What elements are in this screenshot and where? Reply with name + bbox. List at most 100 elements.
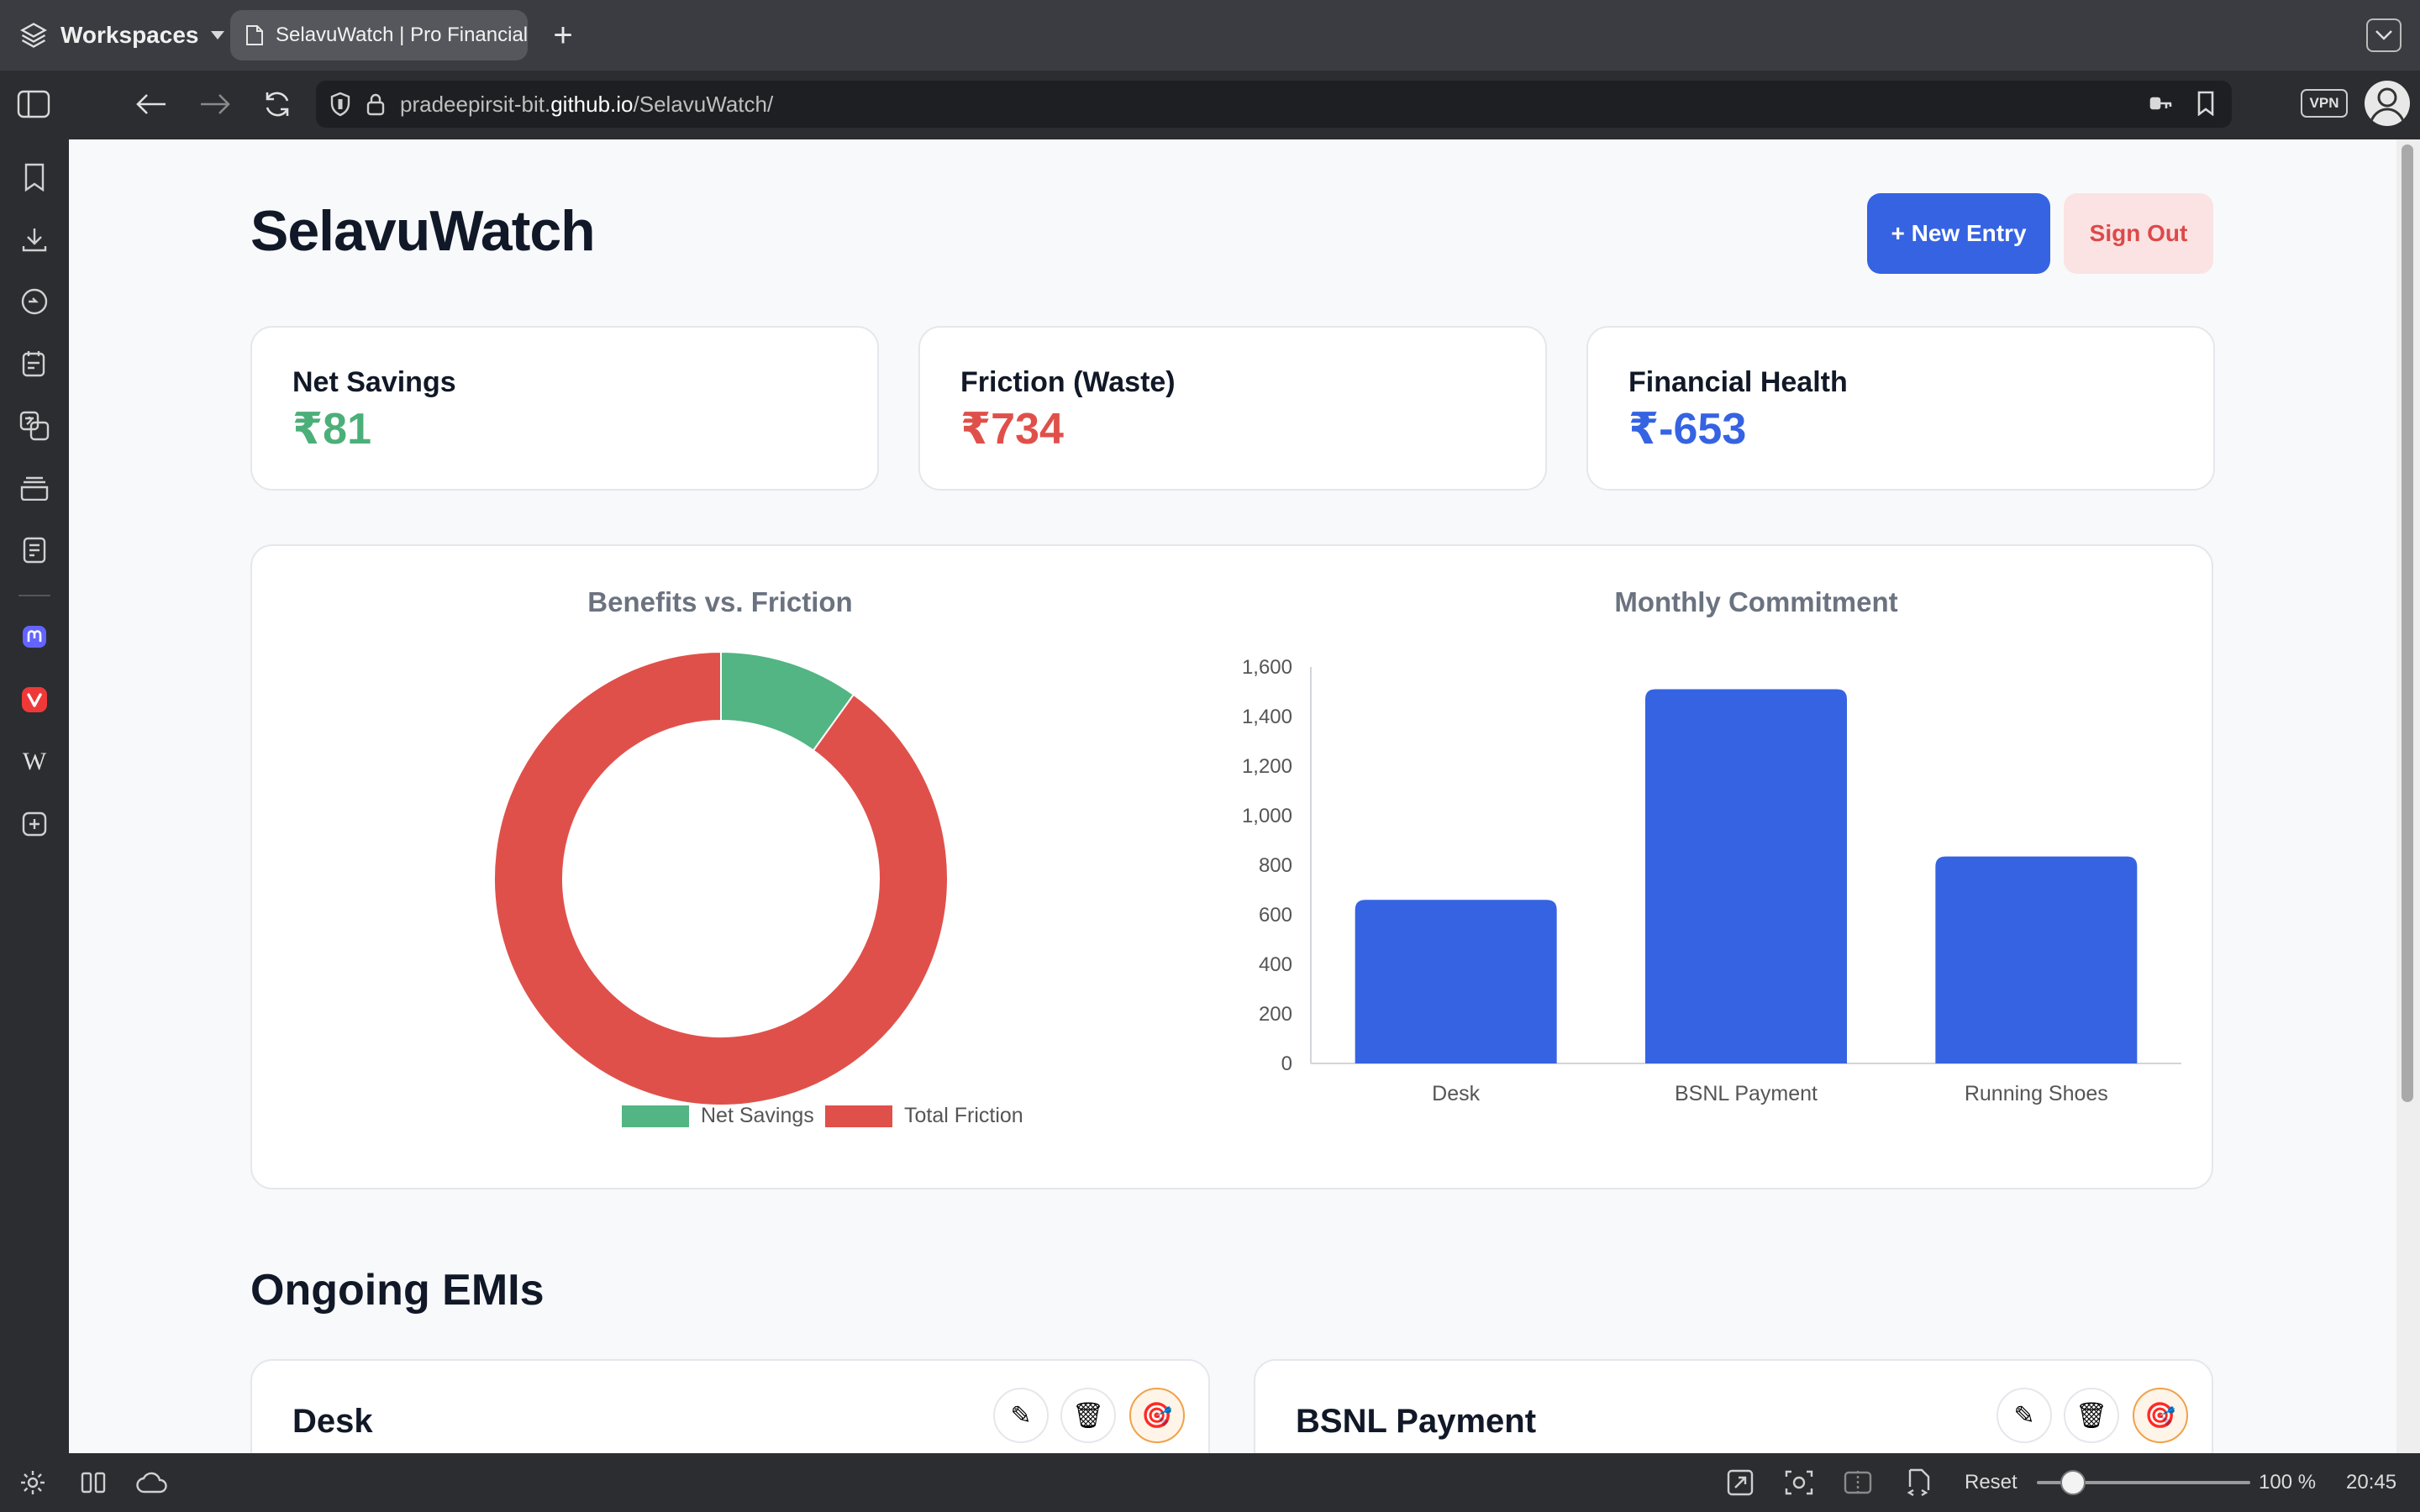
financial-health-label: Financial Health xyxy=(1628,366,1848,398)
page-tiling-icon[interactable] xyxy=(1840,1465,1876,1500)
legend-net-savings-label: Net Savings xyxy=(701,1104,814,1127)
reload-icon[interactable] xyxy=(260,87,294,121)
friction-value: ₹734 xyxy=(960,405,1064,454)
friction-card: Friction (Waste) ₹734 xyxy=(918,326,1547,491)
sidebar-divider xyxy=(18,595,50,596)
y-tick-label: 1,200 xyxy=(1242,755,1292,778)
page-viewport: SelavuWatch + New Entry Sign Out Net Sav… xyxy=(69,139,2396,1453)
bar-running-shoes[interactable] xyxy=(1935,856,2138,1063)
financial-health-value: ₹-653 xyxy=(1628,405,1747,454)
emi-card-desk: Desk ✎ 🗑 🎯 xyxy=(250,1359,1210,1453)
forward-arrow-icon[interactable] xyxy=(198,87,232,121)
history-icon[interactable] xyxy=(17,284,52,319)
profile-avatar-icon[interactable] xyxy=(2365,81,2410,126)
tab-list-chevron-icon[interactable] xyxy=(2366,18,2402,52)
bookmarks-icon[interactable] xyxy=(17,160,52,195)
y-tick-label: 1,600 xyxy=(1242,656,1292,679)
page-scrollbar-thumb[interactable] xyxy=(2402,144,2413,1102)
net-savings-label: Net Savings xyxy=(292,366,456,398)
legend-total-friction[interactable]: Total Friction xyxy=(825,1104,1023,1128)
downloads-icon[interactable] xyxy=(17,222,52,257)
zoom-slider-knob[interactable] xyxy=(2060,1470,2086,1495)
legend-swatch-green xyxy=(622,1105,689,1127)
emi-card-bsnl: BSNL Payment ✎ 🗑 🎯 xyxy=(1254,1359,2213,1453)
donut-chart xyxy=(493,650,949,1106)
tiling-icon[interactable] xyxy=(76,1465,111,1500)
tab-selavuwatch[interactable]: SelavuWatch | Pro Financial xyxy=(230,10,528,60)
caret-down-icon xyxy=(211,31,225,39)
zoom-slider[interactable] xyxy=(2037,1481,2250,1484)
y-tick-label: 0 xyxy=(1281,1053,1292,1075)
clock: 20:45 xyxy=(2346,1471,2397,1494)
url-prefix: pradeepirsit-bit. xyxy=(400,91,551,117)
wikipedia-icon[interactable]: W xyxy=(22,748,47,775)
key-icon[interactable] xyxy=(2149,94,2173,113)
bar-desk[interactable] xyxy=(1355,900,1557,1063)
url-domain: github.io xyxy=(550,91,634,117)
lock-icon xyxy=(366,93,385,116)
fullscreen-icon[interactable] xyxy=(1723,1465,1758,1500)
legend-swatch-red xyxy=(825,1105,892,1127)
new-entry-button[interactable]: + New Entry xyxy=(1867,193,2050,274)
edit-pencil-icon[interactable]: ✎ xyxy=(1996,1388,2052,1443)
status-bar: Reset 100 % 20:45 xyxy=(0,1453,2420,1512)
edit-pencil-icon[interactable]: ✎ xyxy=(993,1388,1049,1443)
sign-out-button[interactable]: Sign Out xyxy=(2064,193,2213,274)
shield-icon[interactable] xyxy=(329,92,351,117)
mastodon-icon[interactable] xyxy=(17,620,52,655)
capture-icon[interactable] xyxy=(1781,1465,1817,1500)
layers-icon xyxy=(20,23,47,48)
reading-list-icon[interactable] xyxy=(17,470,52,506)
vpn-badge[interactable]: VPN xyxy=(2301,89,2348,118)
translate-icon[interactable] xyxy=(17,408,52,444)
ongoing-emis-title: Ongoing EMIs xyxy=(250,1266,544,1315)
y-tick-label: 1,000 xyxy=(1242,805,1292,827)
donut-slice-total-friction[interactable] xyxy=(493,650,949,1106)
panel-toggle-icon[interactable] xyxy=(17,87,50,121)
bar-bsnl-payment[interactable] xyxy=(1645,689,1847,1063)
goal-target-icon[interactable]: 🎯 xyxy=(2133,1388,2188,1443)
net-savings-value: ₹81 xyxy=(292,405,372,454)
back-arrow-icon[interactable] xyxy=(134,87,168,121)
y-tick-label: 400 xyxy=(1259,953,1292,976)
page-actions-icon[interactable] xyxy=(1901,1465,1936,1500)
bookmark-icon[interactable] xyxy=(2196,91,2215,116)
net-savings-card: Net Savings ₹81 xyxy=(250,326,879,491)
notes-icon[interactable] xyxy=(17,346,52,381)
app-title: SelavuWatch xyxy=(250,199,596,263)
x-tick-label: Running Shoes xyxy=(1965,1082,2108,1105)
browser-sidebar: W xyxy=(0,139,69,1453)
legend-total-friction-label: Total Friction xyxy=(904,1104,1023,1127)
delete-trash-icon[interactable]: 🗑 xyxy=(2064,1388,2119,1443)
friction-label: Friction (Waste) xyxy=(960,366,1176,398)
new-tab-plus-icon[interactable]: + xyxy=(553,17,573,54)
y-tick-label: 600 xyxy=(1259,904,1292,927)
add-panel-icon[interactable] xyxy=(17,806,52,842)
financial-health-card: Financial Health ₹-653 xyxy=(1586,326,2215,491)
vivaldi-icon[interactable] xyxy=(17,682,52,717)
zoom-reset-button[interactable]: Reset xyxy=(1965,1471,2018,1494)
tab-bar: Workspaces SelavuWatch | Pro Financial + xyxy=(0,0,2420,71)
goal-target-icon[interactable]: 🎯 xyxy=(1129,1388,1185,1443)
workspaces-label: Workspaces xyxy=(60,22,199,48)
zoom-level: 100 % xyxy=(2259,1471,2317,1494)
reader-icon[interactable] xyxy=(17,533,52,568)
settings-gear-icon[interactable] xyxy=(15,1465,50,1500)
x-tick-label: Desk xyxy=(1432,1082,1480,1105)
delete-trash-icon[interactable]: 🗑 xyxy=(1060,1388,1116,1443)
tab-title: SelavuWatch | Pro Financial xyxy=(276,24,528,46)
emi-name-bsnl: BSNL Payment xyxy=(1296,1403,1537,1440)
emi-name-desk: Desk xyxy=(292,1403,373,1440)
bar-chart-title: Monthly Commitment xyxy=(1614,586,1898,617)
page-icon xyxy=(246,25,263,45)
url-path: /SelavuWatch/ xyxy=(633,91,774,117)
cloud-sync-icon[interactable] xyxy=(134,1465,170,1500)
bar-chart: 0 200 400 600 800 1,000 1,200 1,400 1,600 Desk BSN… xyxy=(1242,656,2181,1105)
workspaces-button[interactable]: Workspaces xyxy=(0,0,237,71)
x-tick-label: BSNL Payment xyxy=(1675,1082,1818,1105)
charts-card: Benefits vs. Friction Net Savings Total … xyxy=(250,544,2213,1189)
donut-chart-title: Benefits vs. Friction xyxy=(587,586,853,617)
url-field[interactable]: pradeepirsit-bit. github.io/SelavuWatch/ xyxy=(316,81,2232,128)
legend-net-savings[interactable]: Net Savings xyxy=(622,1104,814,1128)
y-tick-label: 1,400 xyxy=(1242,706,1292,728)
